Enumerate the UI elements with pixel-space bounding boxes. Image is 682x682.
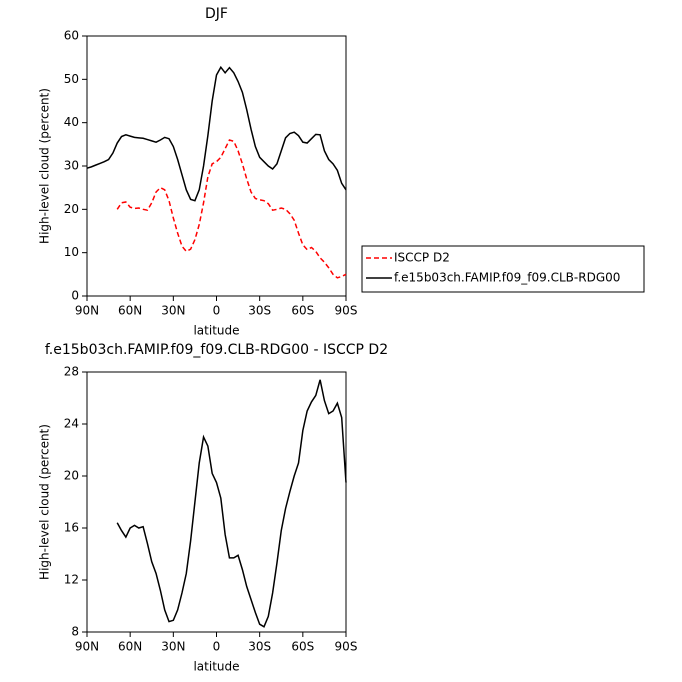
data-line [116,379,347,628]
chart-title: DJF [205,6,228,22]
y-axis-label: High-level cloud (percent) [38,424,52,580]
y-tick-label: 12 [64,573,79,587]
y-tick-label: 10 [64,245,79,259]
y-tick-label: 60 [64,29,79,43]
y-tick-label: 16 [64,521,79,535]
x-tick-label: 0 [213,304,221,318]
y-tick-label: 20 [64,202,79,216]
legend-label: f.e15b03ch.FAMIP.f09_f09.CLB-RDG00 [394,271,620,285]
x-tick-label: 60N [118,304,142,318]
y-tick-label: 28 [64,365,79,379]
y-tick-label: 8 [71,625,79,639]
y-tick-label: 30 [64,159,79,173]
x-axis-label: latitude [193,324,239,338]
x-tick-label: 30N [161,304,185,318]
x-tick-label: 30S [248,640,271,654]
x-tick-label: 30N [161,640,185,654]
legend-box [361,245,645,293]
data-line [116,139,347,279]
y-tick-label: 40 [64,115,79,129]
plot-frame [86,371,347,633]
x-tick-label: 60N [118,640,142,654]
x-tick-label: 0 [213,640,221,654]
y-axis-label: High-level cloud (percent) [38,88,52,244]
legend-label: ISCCP D2 [394,251,450,265]
x-tick-label: 60S [291,640,314,654]
x-tick-label: 30S [248,304,271,318]
chart-title: f.e15b03ch.FAMIP.f09_f09.CLB-RDG00 - ISC… [45,342,388,358]
x-tick-label: 90N [75,304,99,318]
y-tick-label: 50 [64,72,79,86]
y-tick-label: 24 [64,417,79,431]
x-tick-label: 90S [335,640,358,654]
x-tick-label: 60S [291,304,314,318]
x-tick-label: 90S [335,304,358,318]
y-tick-label: 20 [64,469,79,483]
x-tick-label: 90N [75,640,99,654]
x-axis-label: latitude [193,660,239,674]
y-tick-label: 0 [71,289,79,303]
plot-frame [86,35,347,297]
data-line [86,65,347,202]
